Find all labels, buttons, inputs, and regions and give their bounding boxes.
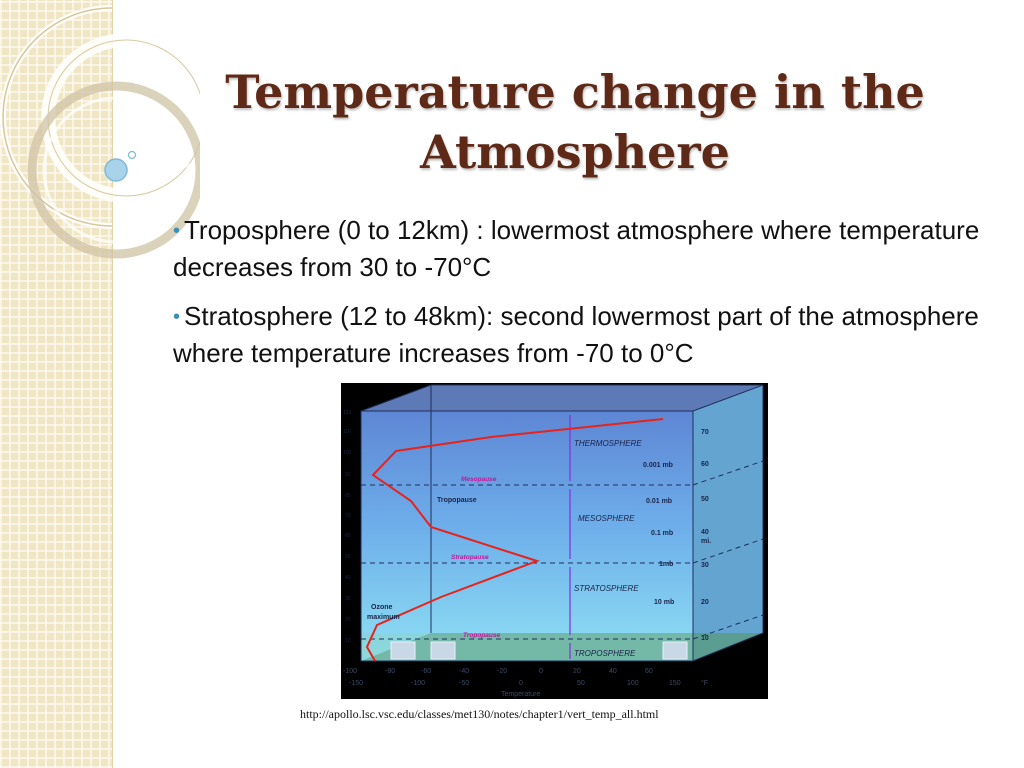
boundary-label: Stratopause [451, 554, 489, 561]
boundary-lines [361, 460, 764, 640]
bullet-dot-icon: • [173, 220, 181, 242]
atmosphere-temperature-figure: THERMOSPHERE MESOSPHERE STRATOSPHERE TRO… [341, 383, 768, 699]
km-tick: 100 [343, 450, 352, 456]
km-tick: 40 [345, 575, 351, 581]
celsius-tick: -80 [385, 668, 395, 675]
box-edges [360, 384, 764, 662]
pressure-label: 0.1 mb [651, 530, 673, 537]
fahrenheit-tick: 0 [519, 680, 523, 687]
side-label: maximum [367, 614, 400, 621]
temperature-axis: -100 -80 -60 -40 -20 0 20 40 60 -150 -10… [343, 668, 708, 698]
layer-label: MESOSPHERE [578, 514, 635, 523]
cloud-icons [390, 641, 688, 660]
bullet-text: Troposphere (0 to 12km) : lowermost atmo… [173, 215, 980, 282]
km-axis: 120 110 100 90 80 70 60 50 40 30 20 10 [343, 410, 352, 644]
cloud-icon [390, 641, 416, 660]
km-tick: 60 [345, 533, 351, 539]
bullet-dot-icon: • [173, 306, 181, 328]
temperature-axis-label: Temperature [501, 691, 540, 698]
fahrenheit-tick: -150 [349, 680, 363, 687]
side-label: Ozone [371, 604, 392, 611]
km-tick: 10 [345, 638, 351, 644]
troposphere-band [361, 633, 693, 661]
miles-tick: 30 [701, 562, 709, 569]
pressure-label: 10 mb [654, 599, 674, 606]
bullet-troposphere: • Troposphere (0 to 12km) : lowermost atm… [173, 212, 993, 285]
km-tick: 20 [345, 617, 351, 623]
layer-label: STRATOSPHERE [574, 584, 639, 593]
fahrenheit-tick: -50 [459, 680, 469, 687]
decorative-circles [0, 5, 200, 259]
celsius-tick: -60 [421, 668, 431, 675]
boundary-label: Mesopause [461, 476, 497, 483]
miles-tick: 40 [701, 529, 709, 536]
km-tick: 50 [345, 554, 351, 560]
side-labels: Tropopause Ozone maximum [367, 497, 477, 621]
celsius-tick: -20 [497, 668, 507, 675]
fahrenheit-tick: 100 [627, 680, 639, 687]
box-top-face [361, 385, 763, 411]
miles-tick: 60 [701, 461, 709, 468]
boundary-label: Tropopause [463, 632, 500, 639]
celsius-tick: 40 [609, 668, 617, 675]
miles-tick: 70 [701, 429, 709, 436]
boundary-labels: Mesopause Stratopause Tropopause [451, 476, 500, 639]
pressure-label: 1mb [659, 561, 673, 568]
fahrenheit-tick: 50 [577, 680, 585, 687]
miles-tick: 20 [701, 599, 709, 606]
bullet-text: Stratosphere (12 to 48km): second lowerm… [173, 301, 979, 368]
miles-tick: 10 [701, 635, 709, 642]
km-tick: 90 [345, 472, 351, 478]
bullet-stratosphere: • Stratosphere (12 to 48km): second lower… [173, 298, 993, 371]
layer-label: THERMOSPHERE [574, 439, 642, 448]
miles-tick: 50 [701, 496, 709, 503]
slide-title: Temperature change in the Atmosphere [225, 65, 925, 179]
km-tick: 120 [343, 410, 352, 416]
box-front-face [361, 411, 693, 661]
layer-labels: THERMOSPHERE MESOSPHERE STRATOSPHERE TRO… [574, 439, 642, 658]
celsius-tick: 60 [645, 668, 653, 675]
miles-unit: mi. [701, 538, 711, 545]
side-label: Tropopause [437, 497, 477, 504]
km-tick: 30 [345, 596, 351, 602]
bullet-list: • Troposphere (0 to 12km) : lowermost atm… [173, 212, 993, 384]
layer-label: TROPOSPHERE [574, 649, 636, 658]
cloud-icon [430, 641, 456, 660]
miles-axis: 70 60 50 40 mi. 30 20 10 [701, 429, 711, 642]
km-tick: 70 [345, 513, 351, 519]
pressure-label: 0.01 mb [646, 498, 672, 505]
pressure-labels: 0.001 mb 0.01 mb 0.1 mb 1mb 10 mb [643, 462, 674, 606]
celsius-tick: 0 [539, 668, 543, 675]
celsius-tick: -100 [343, 668, 357, 675]
source-citation: http://apollo.lsc.vsc.edu/classes/met130… [300, 707, 659, 721]
celsius-tick: 20 [573, 668, 581, 675]
cloud-icon [662, 641, 688, 660]
box-right-face [693, 385, 763, 661]
fahrenheit-tick: -100 [411, 680, 425, 687]
fahrenheit-tick: 150 [669, 680, 681, 687]
pressure-label: 0.001 mb [643, 462, 673, 469]
decorative-bubble-large [104, 158, 128, 182]
km-tick: 80 [345, 493, 351, 499]
km-tick: 110 [343, 429, 351, 435]
decorative-bubble-small [127, 150, 137, 160]
celsius-tick: -40 [459, 668, 469, 675]
fahrenheit-unit: °F [701, 679, 708, 687]
temperature-profile-line [365, 418, 664, 662]
